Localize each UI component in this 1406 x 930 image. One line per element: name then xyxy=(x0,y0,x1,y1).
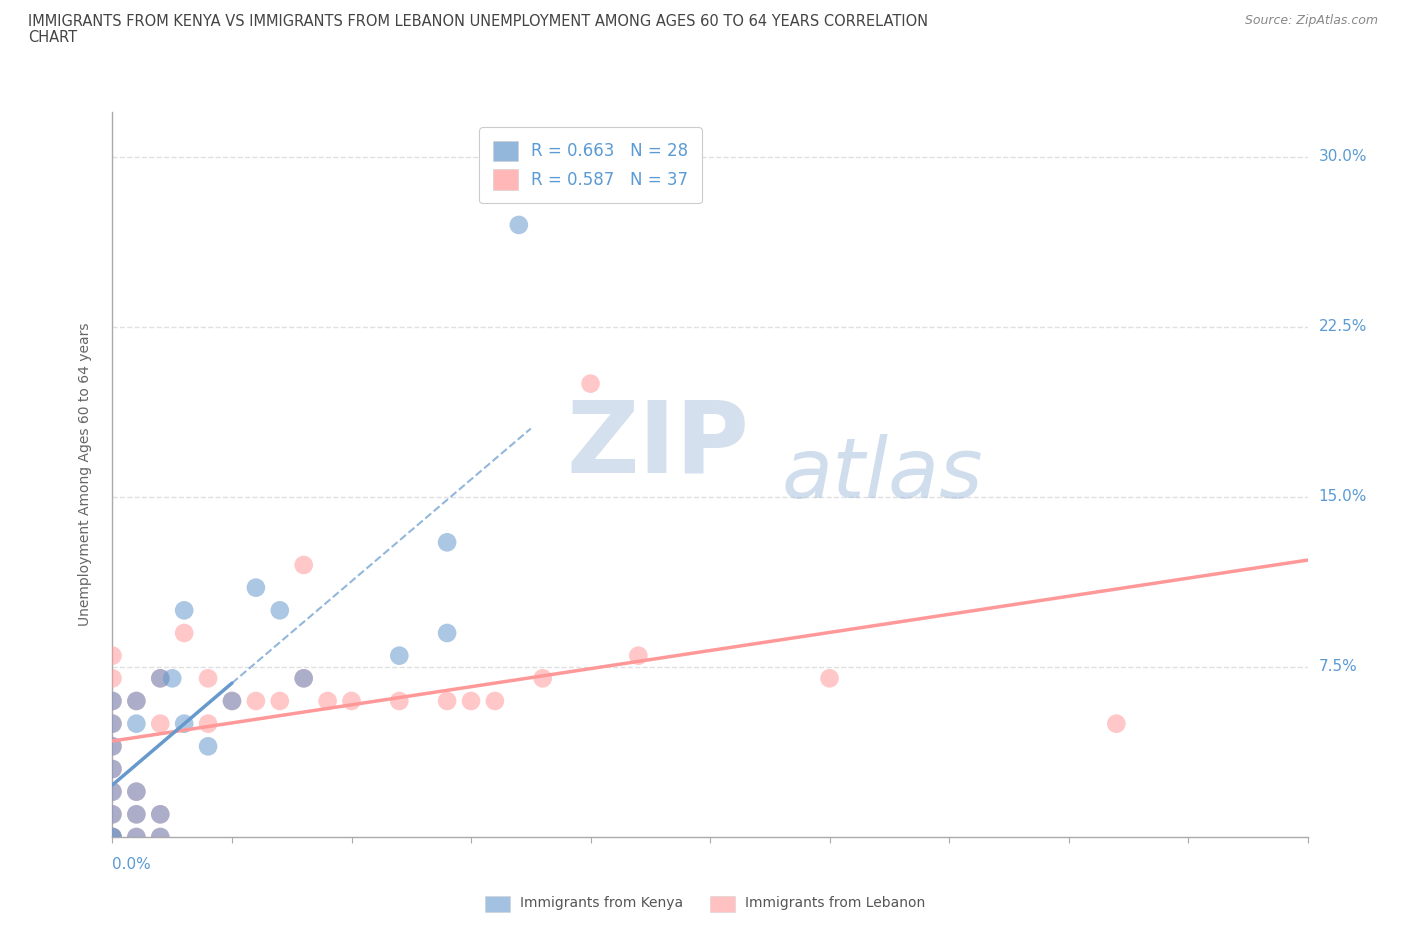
Point xyxy=(269,603,291,618)
Point xyxy=(101,830,124,844)
Point xyxy=(292,671,315,685)
Point xyxy=(149,830,172,844)
Point xyxy=(579,376,602,391)
Point xyxy=(101,694,124,709)
Point xyxy=(245,694,267,709)
Text: Source: ZipAtlas.com: Source: ZipAtlas.com xyxy=(1244,14,1378,27)
Point xyxy=(436,626,458,641)
Point xyxy=(101,784,124,799)
Point xyxy=(101,671,124,685)
Point xyxy=(101,830,124,844)
Text: CHART: CHART xyxy=(28,30,77,45)
Point xyxy=(125,784,148,799)
Point xyxy=(125,694,148,709)
Y-axis label: Unemployment Among Ages 60 to 64 years: Unemployment Among Ages 60 to 64 years xyxy=(77,323,91,626)
Point xyxy=(101,738,124,753)
Text: Immigrants from Kenya: Immigrants from Kenya xyxy=(520,896,683,910)
Point xyxy=(101,738,124,753)
Point xyxy=(508,218,530,232)
Point xyxy=(101,807,124,822)
Point xyxy=(125,807,148,822)
Point xyxy=(101,830,124,844)
Point xyxy=(125,784,148,799)
Text: 22.5%: 22.5% xyxy=(1319,319,1367,335)
Point xyxy=(292,671,315,685)
Point xyxy=(818,671,841,685)
Point xyxy=(101,694,124,709)
Point xyxy=(125,830,148,844)
Point xyxy=(221,694,243,709)
Point xyxy=(101,807,124,822)
Point xyxy=(316,694,339,709)
Point xyxy=(627,648,650,663)
Point xyxy=(149,671,172,685)
Point xyxy=(173,716,195,731)
Point xyxy=(101,648,124,663)
Text: 15.0%: 15.0% xyxy=(1319,489,1367,504)
Text: 30.0%: 30.0% xyxy=(1319,150,1367,165)
Point xyxy=(173,626,195,641)
Point xyxy=(531,671,554,685)
Point xyxy=(269,694,291,709)
Point xyxy=(101,716,124,731)
Point xyxy=(245,580,267,595)
Point xyxy=(340,694,363,709)
Text: Immigrants from Lebanon: Immigrants from Lebanon xyxy=(745,896,925,910)
Text: ZIP: ZIP xyxy=(567,397,749,494)
Point xyxy=(484,694,506,709)
Text: 7.5%: 7.5% xyxy=(1319,659,1357,674)
Text: 0.0%: 0.0% xyxy=(112,857,152,872)
Point xyxy=(197,716,219,731)
Point xyxy=(125,830,148,844)
Point xyxy=(388,648,411,663)
Point xyxy=(149,807,172,822)
Text: atlas: atlas xyxy=(782,433,983,515)
Point xyxy=(101,762,124,777)
Point xyxy=(221,694,243,709)
Point xyxy=(197,671,219,685)
Legend: R = 0.663   N = 28, R = 0.587   N = 37: R = 0.663 N = 28, R = 0.587 N = 37 xyxy=(479,127,702,203)
Point xyxy=(125,807,148,822)
Point xyxy=(460,694,482,709)
Point xyxy=(197,738,219,753)
Point xyxy=(292,558,315,573)
Point xyxy=(149,807,172,822)
Point xyxy=(101,716,124,731)
Point xyxy=(101,784,124,799)
Point xyxy=(101,762,124,777)
Point xyxy=(162,671,183,685)
Point xyxy=(149,716,172,731)
Point xyxy=(125,716,148,731)
Point xyxy=(436,535,458,550)
Point xyxy=(388,694,411,709)
Point xyxy=(173,603,195,618)
Point xyxy=(149,830,172,844)
Point xyxy=(101,830,124,844)
Point xyxy=(125,694,148,709)
Text: IMMIGRANTS FROM KENYA VS IMMIGRANTS FROM LEBANON UNEMPLOYMENT AMONG AGES 60 TO 6: IMMIGRANTS FROM KENYA VS IMMIGRANTS FROM… xyxy=(28,14,928,29)
Point xyxy=(1105,716,1128,731)
Point xyxy=(149,671,172,685)
Point xyxy=(436,694,458,709)
